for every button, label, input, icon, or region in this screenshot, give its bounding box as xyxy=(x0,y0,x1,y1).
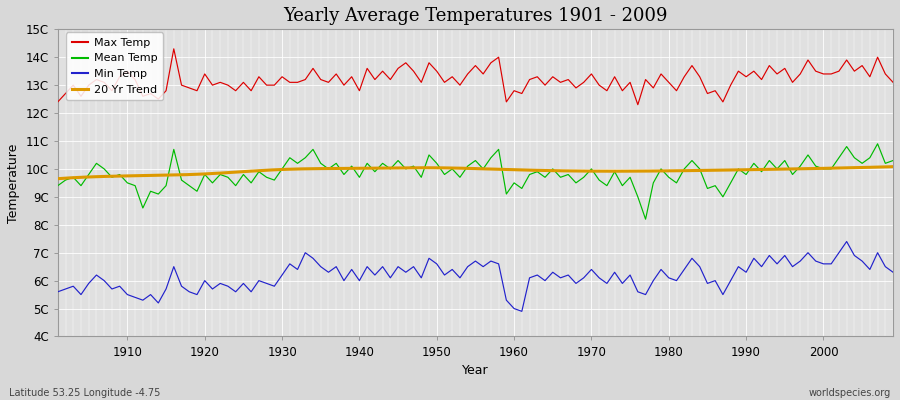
Text: Latitude 53.25 Longitude -4.75: Latitude 53.25 Longitude -4.75 xyxy=(9,388,160,398)
Y-axis label: Temperature: Temperature xyxy=(7,143,20,222)
Legend: Max Temp, Mean Temp, Min Temp, 20 Yr Trend: Max Temp, Mean Temp, Min Temp, 20 Yr Tre… xyxy=(66,32,163,100)
X-axis label: Year: Year xyxy=(462,364,489,377)
Text: worldspecies.org: worldspecies.org xyxy=(809,388,891,398)
Title: Yearly Average Temperatures 1901 - 2009: Yearly Average Temperatures 1901 - 2009 xyxy=(284,7,668,25)
